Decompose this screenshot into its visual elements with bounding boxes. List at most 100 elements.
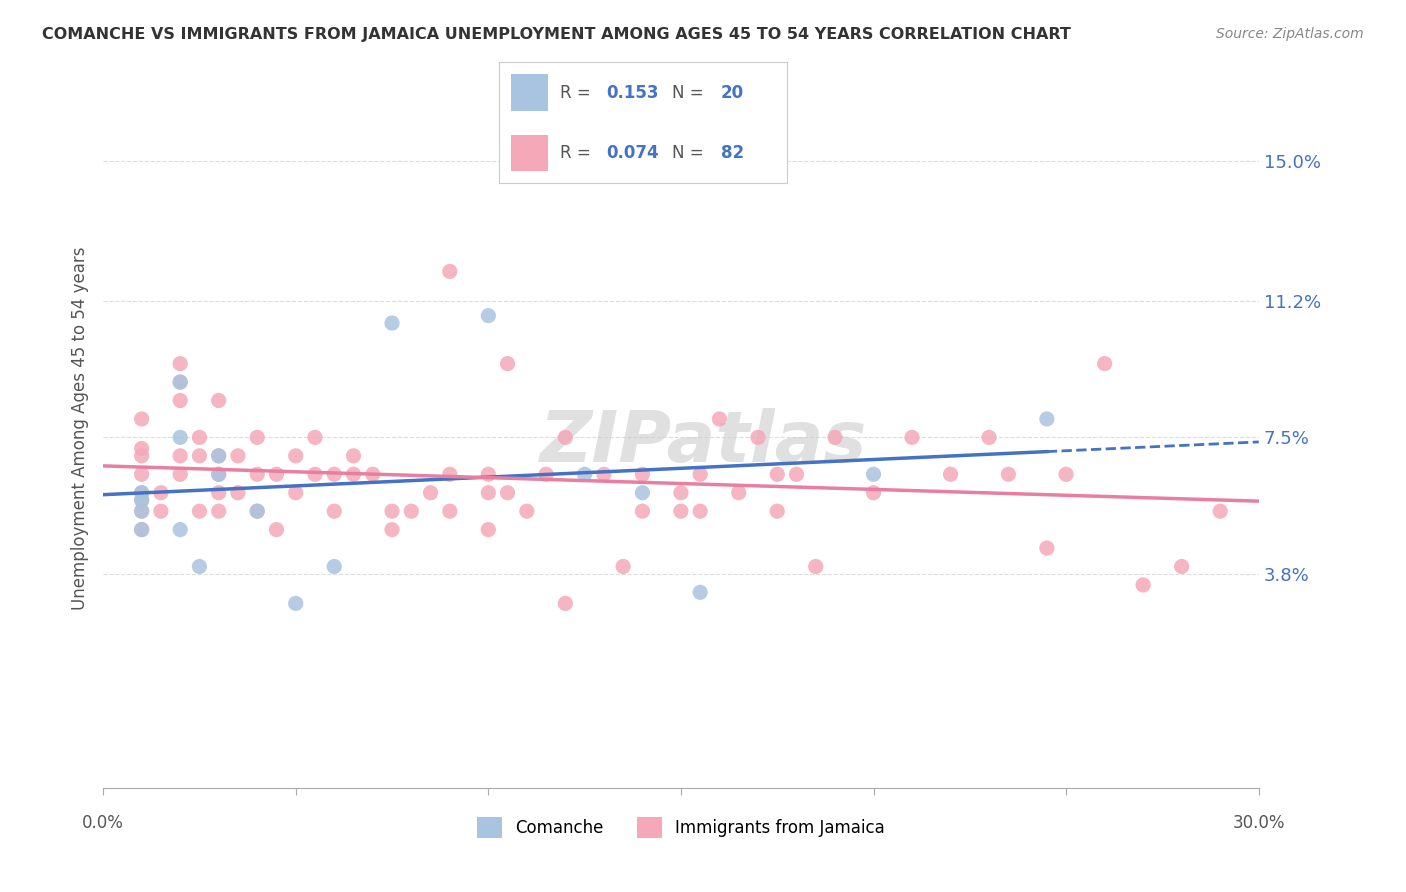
Point bbox=[439, 467, 461, 482]
Point bbox=[131, 485, 153, 500]
Point bbox=[208, 393, 231, 408]
Point bbox=[246, 504, 269, 518]
Point bbox=[516, 504, 538, 518]
Point bbox=[149, 504, 172, 518]
Text: N =: N = bbox=[672, 84, 709, 102]
Point bbox=[188, 559, 211, 574]
Point bbox=[534, 467, 557, 482]
Point bbox=[226, 449, 249, 463]
Point bbox=[669, 485, 692, 500]
Point bbox=[188, 430, 211, 444]
Text: ZIPatlas: ZIPatlas bbox=[540, 408, 868, 477]
Point bbox=[997, 467, 1019, 482]
Point bbox=[631, 504, 654, 518]
Point bbox=[131, 493, 153, 508]
Point bbox=[439, 504, 461, 518]
Point bbox=[631, 485, 654, 500]
Point bbox=[246, 504, 269, 518]
Point bbox=[574, 467, 596, 482]
Point bbox=[477, 523, 499, 537]
Point bbox=[593, 467, 616, 482]
Point bbox=[1209, 504, 1232, 518]
Point bbox=[131, 523, 153, 537]
Point bbox=[131, 504, 153, 518]
Point bbox=[208, 449, 231, 463]
Point bbox=[496, 357, 519, 371]
Point bbox=[169, 393, 191, 408]
Point bbox=[689, 504, 711, 518]
Point bbox=[323, 504, 346, 518]
Point bbox=[689, 585, 711, 599]
Point bbox=[477, 467, 499, 482]
Point bbox=[169, 523, 191, 537]
Point bbox=[342, 449, 364, 463]
Text: 0.074: 0.074 bbox=[606, 144, 658, 161]
Point bbox=[266, 523, 288, 537]
Point bbox=[323, 467, 346, 482]
Text: R =: R = bbox=[560, 144, 596, 161]
Point bbox=[862, 485, 884, 500]
Point bbox=[342, 467, 364, 482]
Point bbox=[304, 430, 326, 444]
Text: 82: 82 bbox=[721, 144, 744, 161]
Point bbox=[208, 467, 231, 482]
Point bbox=[188, 449, 211, 463]
Point bbox=[284, 596, 307, 610]
Point bbox=[1054, 467, 1077, 482]
Point bbox=[901, 430, 924, 444]
Point bbox=[208, 449, 231, 463]
Point bbox=[727, 485, 749, 500]
Point bbox=[284, 449, 307, 463]
Point bbox=[766, 467, 789, 482]
Point bbox=[169, 375, 191, 389]
Point bbox=[381, 504, 404, 518]
Point bbox=[419, 485, 441, 500]
Point bbox=[766, 504, 789, 518]
Point bbox=[131, 504, 153, 518]
Point bbox=[939, 467, 962, 482]
Point bbox=[208, 504, 231, 518]
Text: 20: 20 bbox=[721, 84, 744, 102]
Point bbox=[977, 430, 1000, 444]
Legend: Comanche, Immigrants from Jamaica: Comanche, Immigrants from Jamaica bbox=[470, 811, 891, 844]
Point bbox=[1036, 412, 1059, 426]
Point bbox=[361, 467, 384, 482]
Point bbox=[381, 316, 404, 330]
Point bbox=[304, 467, 326, 482]
Text: 0.0%: 0.0% bbox=[82, 814, 124, 831]
Point bbox=[862, 467, 884, 482]
Point bbox=[1036, 541, 1059, 555]
Point bbox=[266, 467, 288, 482]
Point bbox=[208, 467, 231, 482]
Text: R =: R = bbox=[560, 84, 596, 102]
Point bbox=[323, 559, 346, 574]
FancyBboxPatch shape bbox=[510, 75, 548, 111]
Point bbox=[131, 523, 153, 537]
Point bbox=[1132, 578, 1154, 592]
Point bbox=[554, 596, 576, 610]
Point bbox=[381, 523, 404, 537]
Point bbox=[1170, 559, 1192, 574]
Point bbox=[439, 264, 461, 278]
Point bbox=[612, 559, 634, 574]
Point bbox=[496, 485, 519, 500]
Point bbox=[149, 485, 172, 500]
Text: Source: ZipAtlas.com: Source: ZipAtlas.com bbox=[1216, 27, 1364, 41]
Point bbox=[284, 485, 307, 500]
Point bbox=[131, 485, 153, 500]
Point bbox=[631, 467, 654, 482]
Point bbox=[246, 467, 269, 482]
Point bbox=[824, 430, 846, 444]
Point bbox=[401, 504, 423, 518]
Text: 30.0%: 30.0% bbox=[1233, 814, 1285, 831]
Point bbox=[669, 504, 692, 518]
Point bbox=[477, 309, 499, 323]
Point bbox=[226, 485, 249, 500]
Point bbox=[188, 504, 211, 518]
Point bbox=[169, 449, 191, 463]
Point bbox=[747, 430, 769, 444]
Point bbox=[131, 412, 153, 426]
Point bbox=[554, 430, 576, 444]
Point bbox=[169, 430, 191, 444]
Point bbox=[477, 485, 499, 500]
